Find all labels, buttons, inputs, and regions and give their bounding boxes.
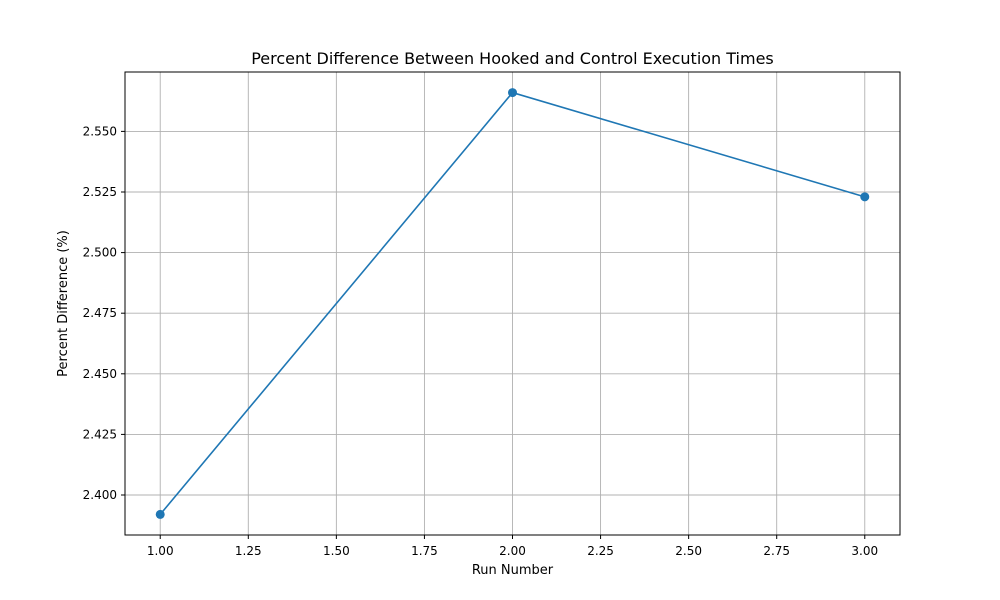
y-tick-label: 2.550	[83, 124, 117, 138]
y-axis-ticks: 2.400 2.425 2.450 2.475 2.500 2.525 2.550	[83, 124, 125, 502]
x-tick-label: 2.75	[763, 544, 790, 558]
x-axis-ticks: 1.00 1.25 1.50 1.75 2.00 2.25 2.50 2.75 3.00	[147, 535, 878, 558]
y-tick-label: 2.525	[83, 185, 117, 199]
data-point	[155, 509, 165, 519]
x-tick-label: 1.00	[147, 544, 174, 558]
x-tick-label: 2.25	[587, 544, 614, 558]
x-tick-label: 1.75	[411, 544, 438, 558]
x-axis-label: Run Number	[472, 563, 554, 578]
plot-frame	[124, 71, 901, 536]
series-layer	[155, 88, 870, 519]
data-point	[508, 88, 517, 98]
y-tick-label: 2.450	[83, 367, 117, 381]
x-tick-label: 2.00	[499, 544, 526, 558]
y-tick-label: 2.500	[83, 246, 117, 260]
x-tick-label: 1.25	[235, 544, 262, 558]
y-axis-label: Percent Difference (%)	[56, 230, 71, 377]
x-tick-label: 1.50	[323, 544, 350, 558]
y-tick-label: 2.475	[83, 306, 117, 320]
y-tick-label: 2.400	[83, 488, 117, 502]
x-tick-label: 2.50	[675, 544, 702, 558]
y-tick-label: 2.425	[83, 427, 117, 441]
x-tick-label: 3.00	[851, 544, 878, 558]
chart-title: Percent Difference Between Hooked and Co…	[251, 49, 774, 68]
grid	[125, 72, 900, 535]
data-point	[860, 192, 870, 202]
